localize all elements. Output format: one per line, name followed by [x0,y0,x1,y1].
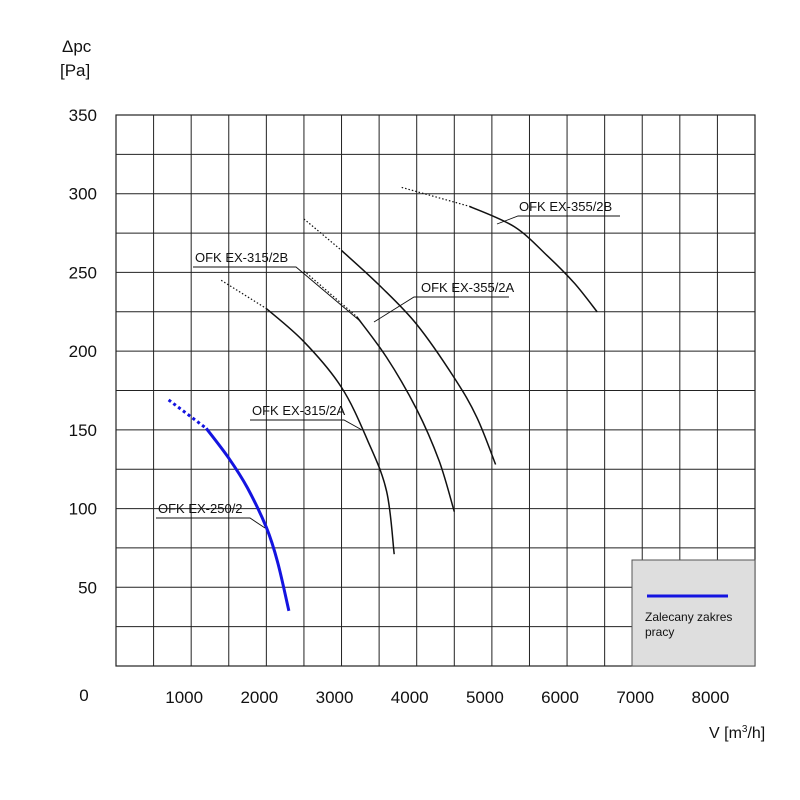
curve-solid-ofk-ex-250-2 [205,427,291,612]
curve-label-ofk-ex-355-2a: OFK EX-355/2A [421,280,515,295]
curve-label-ofk-ex-250-2: OFK EX-250/2 [158,501,243,516]
y-tick-label: 250 [69,263,97,282]
curve-label-ofk-ex-355-2b: OFK EX-355/2B [519,199,612,214]
leader-line-ofk-ex-315-2a [250,419,363,431]
x-axis-label-text: V [m [709,725,742,742]
origin-label: 0 [79,686,88,705]
y-tick-label: 150 [69,421,97,440]
leader-line-ofk-ex-355-2b [496,215,620,225]
y-tick-label: 200 [69,342,97,361]
plot-frame [115,114,756,667]
y-tick-label: 350 [69,106,97,125]
curve-dotted-ofk-ex-315-2b [303,270,357,317]
curve-dotted-ofk-ex-250-2 [167,398,208,430]
x-tick-label: 2000 [240,688,278,707]
x-tick-label: 3000 [316,688,354,707]
leader-line-ofk-ex-250-2 [156,517,266,529]
curve-dotted-ofk-ex-315-2a [220,279,267,310]
curve-label-ofk-ex-315-2b: OFK EX-315/2B [195,250,288,265]
legend-label-line2: pracy [645,625,674,639]
x-tick-label: 1000 [165,688,203,707]
x-axis-label-end: /h] [747,725,765,742]
curve-label-ofk-ex-315-2a: OFK EX-315/2A [252,403,346,418]
curve-labels: OFK EX-250/2 OFK EX-315/2A OFK EX-315/2B OF… [156,199,620,529]
curve-solid-ofk-ex-315-2b [355,316,456,512]
y-tick-label: 100 [69,500,97,519]
curve-dotted-ofk-ex-355-2a [303,218,342,251]
y-tick-label: 300 [69,185,97,204]
legend-box [631,559,756,667]
x-tick-label: 8000 [691,688,729,707]
curve-solid-ofk-ex-355-2b [468,205,598,313]
x-axis-label-superscript: 3 [742,724,748,735]
y-tick-label: 50 [78,578,97,597]
ticks: 50 100 150 200 250 300 350 1000 2000 3000 4000 5000… [69,106,730,707]
legend-label-line1: Zalecany zakres [645,610,732,624]
legend: Zalecany zakres pracy [631,559,756,667]
x-tick-label: 6000 [541,688,579,707]
leader-line-ofk-ex-315-2b [193,266,361,322]
y-axis-label-symbol: Δpc [62,37,92,56]
curve-solid-ofk-ex-355-2a [340,249,497,465]
x-axis-label: V [m3/h] [709,724,765,742]
curve-dotted-ofk-ex-355-2b [401,186,470,207]
x-tick-label: 5000 [466,688,504,707]
curves [167,186,598,612]
curve-solid-ofk-ex-315-2a [265,308,395,555]
leader-line-ofk-ex-355-2a [373,296,509,323]
x-tick-label: 4000 [391,688,429,707]
x-tick-label: 7000 [616,688,654,707]
y-axis-label-unit: [Pa] [60,61,90,80]
